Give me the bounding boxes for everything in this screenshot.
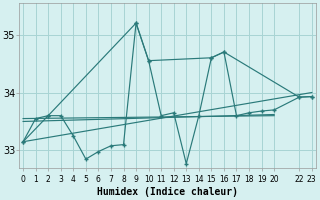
X-axis label: Humidex (Indice chaleur): Humidex (Indice chaleur)	[97, 187, 238, 197]
